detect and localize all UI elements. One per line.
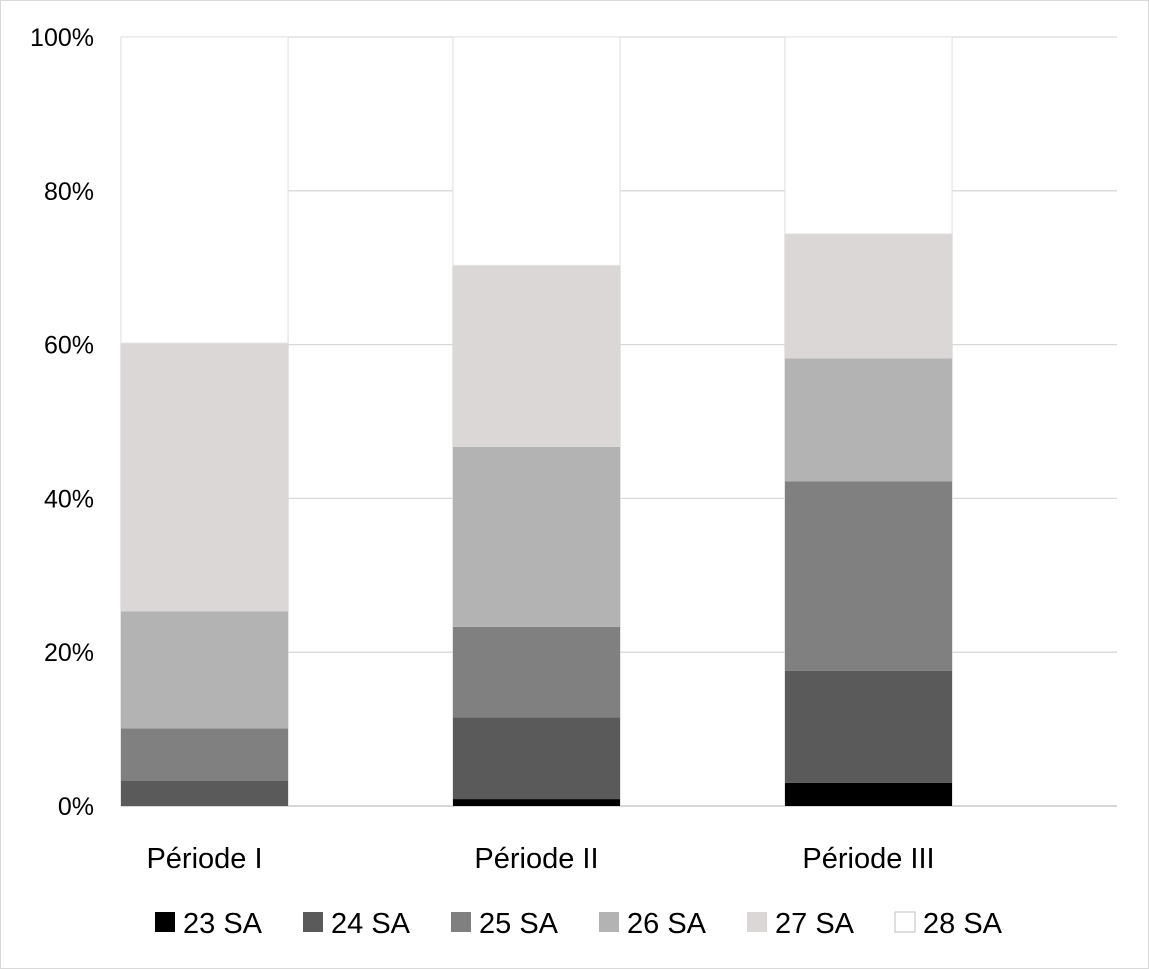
bar-segment [453, 265, 620, 447]
y-tick-label: 0% [58, 793, 94, 821]
y-tick-label: 100% [30, 24, 94, 52]
legend-label: 26 SA [627, 908, 707, 940]
y-tick-label: 20% [44, 639, 94, 667]
bar-segment [784, 36, 953, 235]
bar-segment [453, 717, 620, 800]
x-tick-label: Période I [146, 843, 262, 875]
y-tick-label: 80% [44, 178, 94, 206]
bar-segment [453, 446, 620, 627]
legend-swatch [599, 912, 619, 932]
legend-swatch [303, 912, 323, 932]
y-axis: 0% 20% 40% 60% 80% 100% [30, 24, 94, 821]
x-tick-label: Période III [802, 843, 934, 875]
legend-swatch [894, 911, 916, 933]
bar-segment [453, 799, 620, 806]
legend-label: 23 SA [183, 908, 263, 940]
bar-segment [785, 782, 952, 806]
legend: 23 SA 24 SA 25 SA 26 SA 27 SA 28 SA [155, 908, 1003, 940]
x-axis: Période I Période II Période III [146, 843, 934, 875]
y-tick-label: 40% [44, 485, 94, 513]
bar-segment [785, 233, 952, 359]
legend-label: 28 SA [923, 908, 1003, 940]
bars [120, 36, 953, 806]
y-tick-label: 60% [44, 332, 94, 360]
bar-segment [785, 358, 952, 482]
bar-segment [120, 36, 289, 344]
bar-segment [121, 343, 288, 612]
bar-segment [121, 728, 288, 781]
legend-label: 27 SA [775, 908, 855, 940]
bar-segment [785, 481, 952, 671]
legend-swatch [155, 912, 175, 932]
legend-swatch [747, 912, 767, 932]
legend-label: 25 SA [479, 908, 559, 940]
bar-segment [785, 670, 952, 783]
bar-segment [452, 36, 621, 266]
bar-segment [121, 611, 288, 729]
bar-segment [121, 780, 288, 806]
legend-swatch [451, 912, 471, 932]
bar-segment [453, 626, 620, 718]
legend-label: 24 SA [331, 908, 411, 940]
x-tick-label: Période II [474, 843, 598, 875]
